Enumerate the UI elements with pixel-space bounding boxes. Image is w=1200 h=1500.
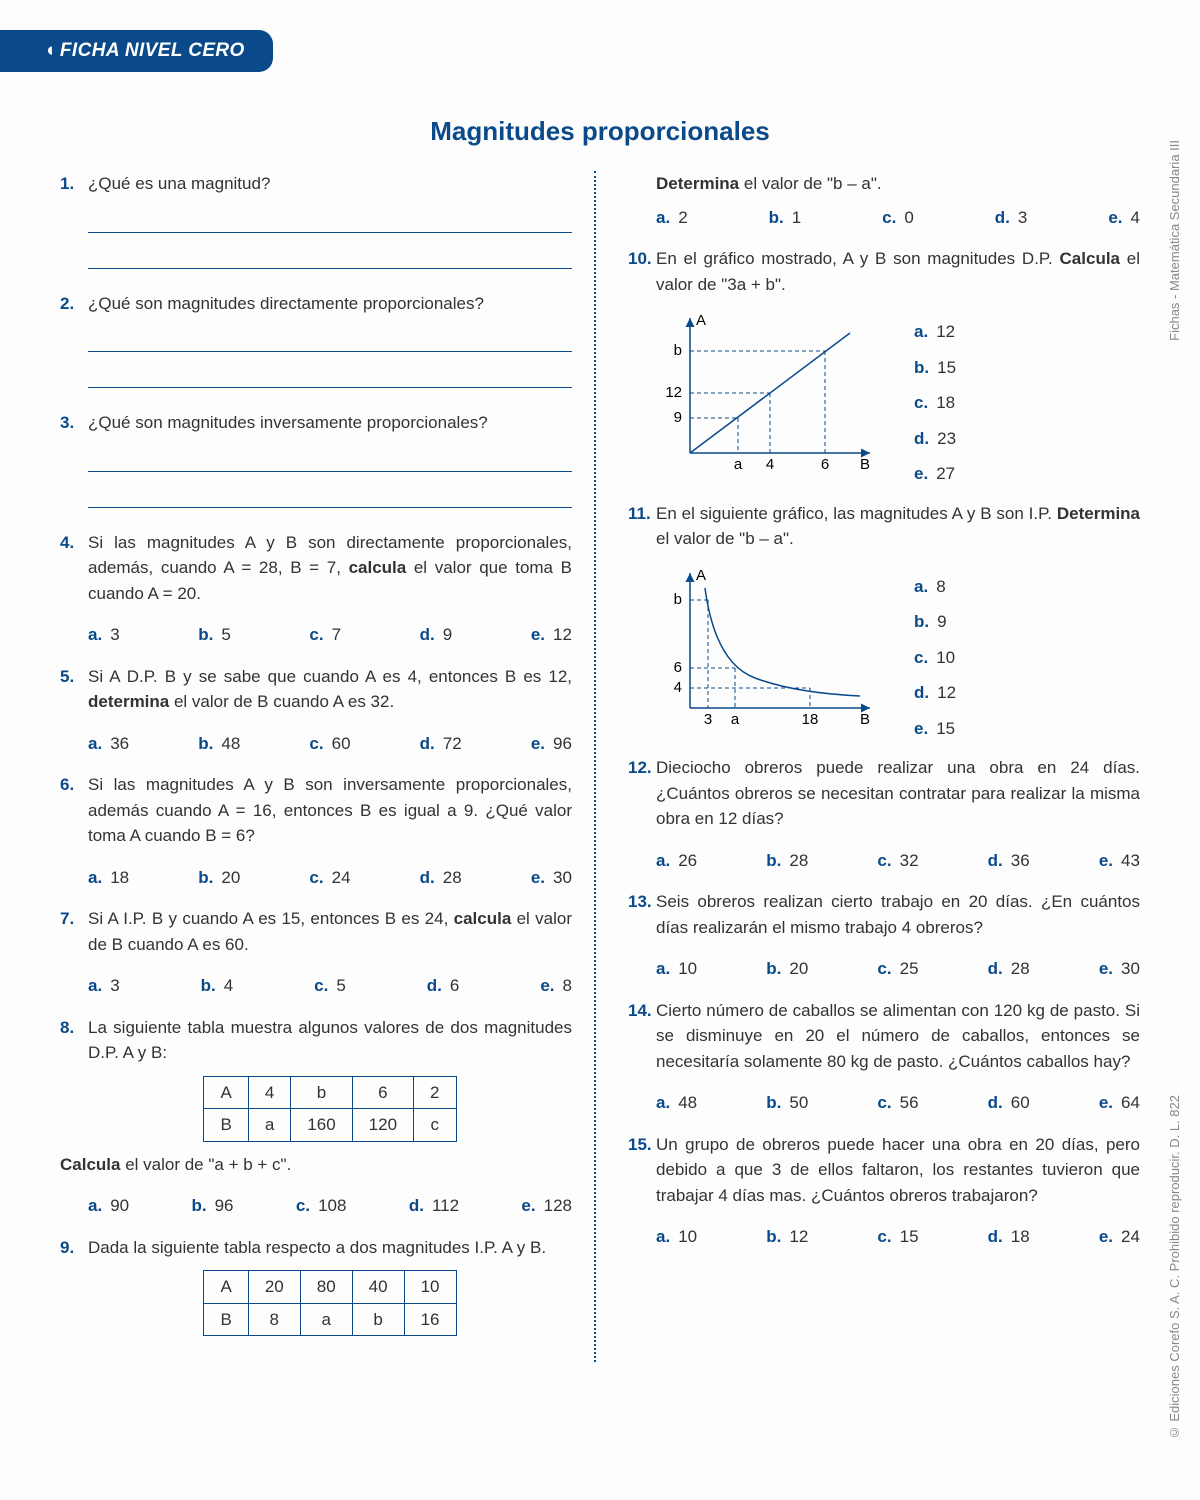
svg-text:b: b: [674, 591, 682, 608]
left-column: 1. ¿Qué es una magnitud? 2. ¿Qué son mag…: [60, 171, 596, 1362]
columns: 1. ¿Qué es una magnitud? 2. ¿Qué son mag…: [60, 171, 1140, 1362]
answer-line[interactable]: [88, 366, 572, 388]
question-13: 13. Seis obreros realizan cierto trabajo…: [628, 889, 1140, 940]
svg-text:B: B: [860, 456, 870, 473]
question-12: 12. Dieciocho obreros puede realizar una…: [628, 755, 1140, 832]
svg-text:4: 4: [766, 456, 774, 473]
svg-text:4: 4: [674, 679, 682, 696]
options-5: a.36 b.48 c.60 d.72 e.96: [88, 731, 572, 757]
q11-graph: 3 a 18 4 6 b A B: [660, 568, 890, 733]
question-11: 11. En el siguiente gráfico, las magnitu…: [628, 501, 1140, 552]
question-6: 6. Si las magnitudes A y B son inversame…: [60, 772, 572, 849]
answer-line[interactable]: [88, 486, 572, 508]
svg-text:a: a: [731, 711, 740, 728]
side-label-bottom: © Ediciones Corefo S. A. C. Prohibido re…: [1167, 1095, 1182, 1440]
svg-text:18: 18: [802, 711, 819, 728]
header-tab: ◖FICHA NIVEL CERO: [0, 30, 273, 72]
options-7: a.3 b.4 c.5 d.6 e.8: [88, 973, 572, 999]
question-10: 10. En el gráfico mostrado, A y B son ma…: [628, 246, 1140, 297]
options-8: a.90 b.96 c.108 d.112 e.128: [88, 1193, 572, 1219]
question-9: 9. Dada la siguiente tabla respecto a do…: [60, 1235, 572, 1347]
question-7: 7. Si A I.P. B y cuando A es 15, entonce…: [60, 906, 572, 957]
options-10: a.12 b.15 c.18 d.23 e.27: [914, 319, 956, 487]
options-4: a.3 b.5 c.7 d.9 e.12: [88, 622, 572, 648]
question-14: 14. Cierto número de caballos se aliment…: [628, 998, 1140, 1075]
question-8: 8. La siguiente tabla muestra algunos va…: [60, 1015, 572, 1178]
options-13: a.10 b.20 c.25 d.28 e.30: [656, 956, 1140, 982]
options-12: a.26 b.28 c.32 d.36 e.43: [656, 848, 1140, 874]
q11-graph-wrap: 3 a 18 4 6 b A B a.8 b.9 c.10 d.12 e.15: [660, 568, 1140, 742]
q8-table: A4b62 Ba160120c: [203, 1076, 456, 1142]
svg-text:B: B: [860, 711, 870, 728]
svg-text:A: A: [696, 567, 706, 584]
answer-line[interactable]: [88, 450, 572, 472]
question-2: 2. ¿Qué son magnitudes directamente prop…: [60, 291, 572, 395]
options-14: a.48 b.50 c.56 d.60 e.64: [656, 1090, 1140, 1116]
answer-line[interactable]: [88, 247, 572, 269]
side-label-top: Fichas - Matemática Secundaria III: [1167, 140, 1182, 341]
question-4: 4. Si las magnitudes A y B son directame…: [60, 530, 572, 607]
page-title: Magnitudes proporcionales: [60, 116, 1140, 147]
question-15: 15. Un grupo de obreros puede hacer una …: [628, 1132, 1140, 1209]
svg-text:12: 12: [665, 384, 682, 401]
options-9: a.2 b.1 c.0 d.3 e.4: [656, 205, 1140, 231]
right-column: Determina el valor de "b – a". a.2 b.1 c…: [628, 171, 1140, 1362]
q10-graph-wrap: a 4 6 9 12 b A B a.12 b.15 c.18 d.23 e.2…: [660, 313, 1140, 487]
svg-text:9: 9: [674, 409, 682, 426]
q9-continued: Determina el valor de "b – a".: [656, 171, 1140, 197]
question-3: 3. ¿Qué son magnitudes inversamente prop…: [60, 410, 572, 514]
q10-graph: a 4 6 9 12 b A B: [660, 313, 890, 478]
question-5: 5. Si A D.P. B y se sabe que cuando A es…: [60, 664, 572, 715]
options-6: a.18 b.20 c.24 d.28 e.30: [88, 865, 572, 891]
svg-text:3: 3: [704, 711, 712, 728]
answer-line[interactable]: [88, 211, 572, 233]
answer-line[interactable]: [88, 330, 572, 352]
question-1: 1. ¿Qué es una magnitud?: [60, 171, 572, 275]
svg-text:6: 6: [821, 456, 829, 473]
options-15: a.10 b.12 c.15 d.18 e.24: [656, 1224, 1140, 1250]
q9-table: A20804010 B8ab16: [203, 1270, 456, 1336]
svg-text:A: A: [696, 312, 706, 329]
svg-text:a: a: [734, 456, 743, 473]
svg-text:6: 6: [674, 659, 682, 676]
svg-text:b: b: [674, 342, 682, 359]
options-11: a.8 b.9 c.10 d.12 e.15: [914, 574, 956, 742]
